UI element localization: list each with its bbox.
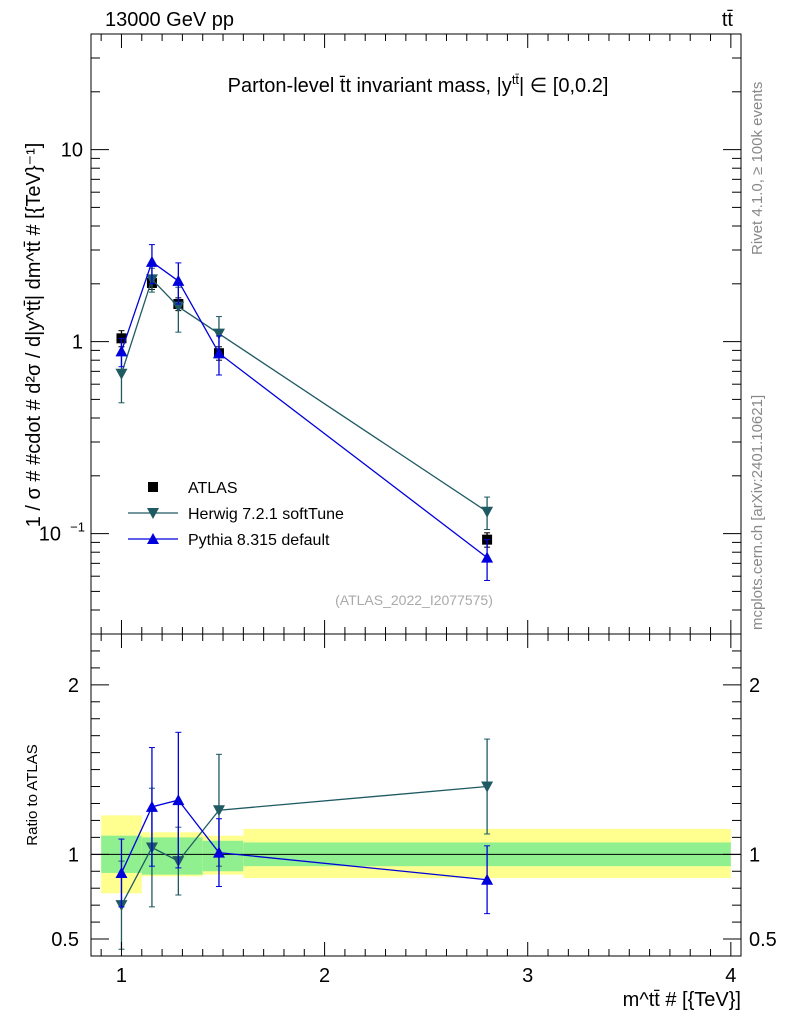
legend-pythia-marker: [147, 533, 159, 544]
pythia-point: [172, 274, 185, 286]
chart-title: Parton-level t̄t invariant mass, |ytt̄| …: [228, 72, 609, 97]
ratio-pythia-point: [115, 866, 128, 878]
x-tick-label: 4: [725, 965, 736, 987]
ratio-y-tick-label-right: 0.5: [749, 929, 777, 951]
x-tick-label: 1: [116, 965, 127, 987]
legend-pythia-label: Pythia 8.315 default: [188, 532, 330, 549]
ratio-y-tick-label-right: 1: [749, 844, 760, 866]
main-panel: 10 −1 1 10 Parton-level t̄t invariant mass,…: [23, 33, 742, 635]
pythia-point: [481, 551, 494, 563]
ratio-series-layer: [115, 731, 494, 950]
y-tick-label: 10: [61, 140, 83, 162]
legend-herwig-marker: [147, 508, 159, 519]
main-axis-ticks: 10 −1 1 10: [39, 33, 741, 635]
herwig-line: [120, 278, 488, 513]
ratio-y-tick-label-left: 1: [68, 844, 79, 866]
ratio-pythia-point: [172, 794, 185, 806]
ratio-pythia-point: [145, 800, 158, 812]
ratio-y-tick-label-right: 2: [749, 675, 760, 697]
ratio-y-tick-label-left: 2: [68, 675, 79, 697]
ratio-frame: [90, 633, 742, 957]
herwig-point: [481, 506, 494, 518]
legend-atlas-marker: [148, 482, 158, 492]
x-axis-label: m^tt̄ # [{TeV}]: [623, 989, 741, 1011]
y-tick-label: 10: [39, 524, 61, 546]
herwig-point: [212, 328, 225, 340]
process-label: tt̄: [722, 9, 734, 31]
legend: ATLAS Herwig 7.2.1 softTune Pythia 8.315 d…: [128, 480, 344, 549]
pythia-point: [145, 255, 158, 267]
y-tick-label-exponent: −1: [70, 520, 85, 535]
ratio-y-axis-label: Ratio to ATLAS: [24, 744, 41, 845]
main-series-layer: [115, 244, 494, 581]
legend-atlas-label: ATLAS: [188, 480, 238, 497]
ratio-y-tick-label-left: 0.5: [51, 929, 79, 951]
x-tick-label: 2: [319, 965, 330, 987]
energy-label: 13000 GeV pp: [105, 9, 234, 31]
ratio-pythia-point: [481, 873, 494, 885]
x-tick-label: 3: [522, 965, 533, 987]
ratio-herwig-point: [212, 805, 225, 817]
pythia-point: [115, 345, 128, 357]
analysis-id: (ATLAS_2022_I2077575): [335, 592, 493, 608]
rivet-version-label: Rivet 4.1.0, ≥ 100k events: [749, 82, 766, 255]
source-label: mcplots.cern.ch [arXiv:2401.10621]: [749, 395, 766, 630]
main-y-axis-label: 1 / σ # #cdot # d²σ / d|y^tt̄| dm^tt̄ # …: [23, 143, 45, 528]
herwig-point: [115, 368, 128, 380]
pythia-point: [212, 347, 225, 359]
ratio-axis-ticks: 0.5 0.5 1 1 2 2 1 2 3 4: [51, 634, 777, 987]
legend-herwig-label: Herwig 7.2.1 softTune: [188, 506, 344, 523]
ratio-panel: 0.5 0.5 1 1 2 2 1 2 3 4 Ratio to ATLAS m^tt̄ # [{…: [24, 633, 777, 1011]
ratio-pythia-point: [212, 846, 225, 858]
ratio-herwig-point: [481, 781, 494, 793]
y-tick-label: 1: [72, 332, 83, 354]
